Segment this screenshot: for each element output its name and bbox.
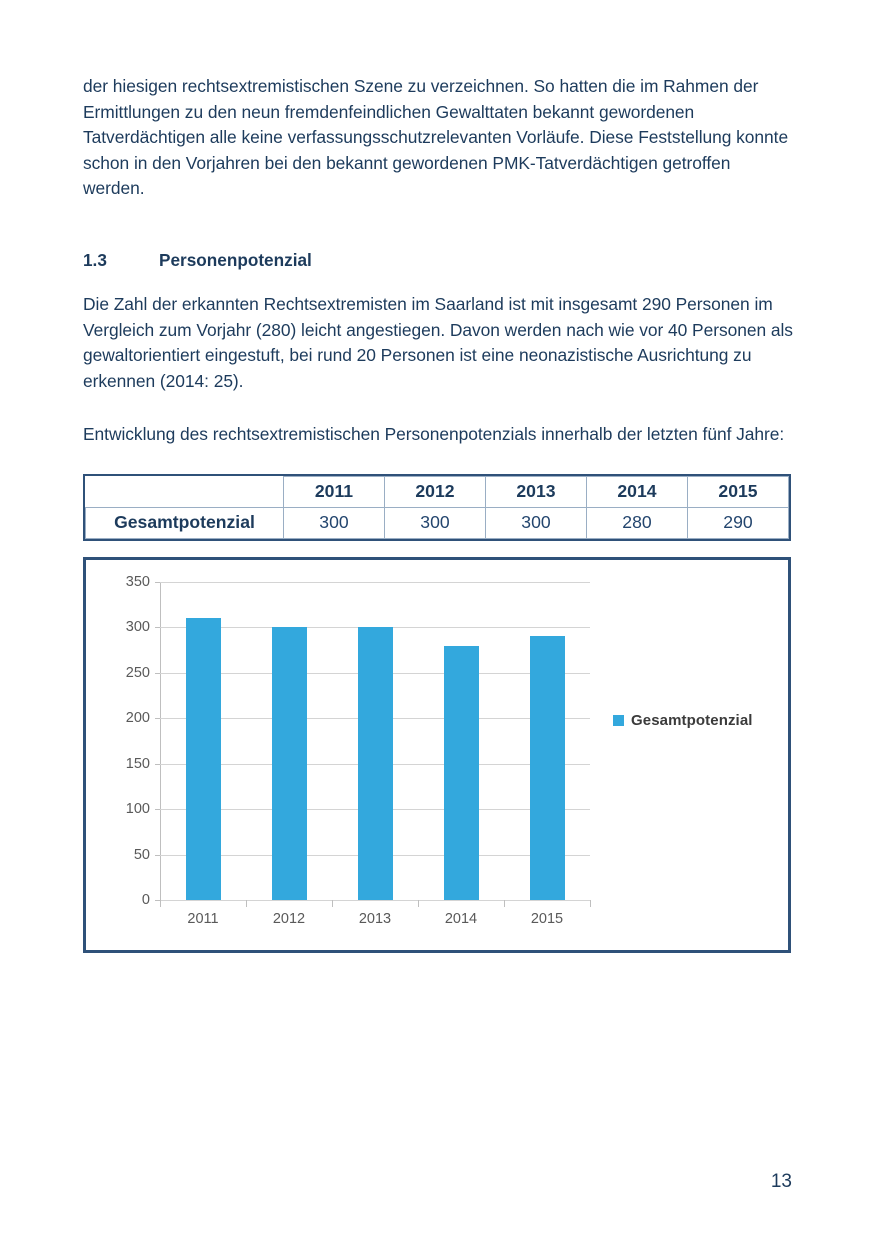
section-heading: 1.3 Personenpotenzial bbox=[83, 248, 795, 272]
y-axis-tick bbox=[155, 718, 160, 720]
table-header-row: 2011 2012 2013 2014 2015 bbox=[85, 475, 790, 508]
x-axis-tick bbox=[504, 899, 505, 907]
personenpotenzial-bar-chart: 0 50 100 150 200 250 300 350 2011 2012 2013 2014 201… bbox=[83, 556, 791, 953]
table-cell: 300 bbox=[484, 506, 587, 539]
x-axis-tick-label: 2015 bbox=[530, 910, 564, 927]
table-col-header: 2013 bbox=[484, 475, 587, 508]
spacer bbox=[83, 448, 795, 474]
body-paragraph: Die Zahl der erkannten Rechtsextremisten… bbox=[83, 293, 793, 391]
table-col-header: 2015 bbox=[686, 475, 790, 508]
table-cell: 300 bbox=[282, 506, 385, 539]
y-axis-tick-label: 100 bbox=[125, 801, 150, 818]
y-axis-tick-label: 150 bbox=[125, 755, 150, 772]
table-cell: 290 bbox=[686, 506, 790, 539]
intro-paragraph: der hiesigen rechtsextremistischen Szene… bbox=[83, 76, 789, 199]
section-title: Personenpotenzial bbox=[159, 249, 312, 270]
y-axis-tick-label: 200 bbox=[125, 710, 150, 727]
plot-area: 0 50 100 150 200 250 300 350 2011 2012 2013 2014 201… bbox=[126, 574, 591, 927]
bar-2013 bbox=[357, 627, 393, 900]
x-axis-tick bbox=[246, 899, 247, 907]
y-axis-tick bbox=[155, 627, 160, 629]
y-axis-tick-label: 350 bbox=[125, 573, 150, 590]
y-axis-tick-label: 0 bbox=[141, 891, 150, 908]
page-number: 13 bbox=[770, 1171, 792, 1192]
x-axis-tick bbox=[418, 899, 419, 907]
bar-2015 bbox=[529, 636, 565, 900]
potential-table: 2011 2012 2013 2014 2015 Gesamtpotenzial… bbox=[83, 473, 791, 541]
x-axis-tick-label: 2012 bbox=[272, 910, 306, 927]
x-axis-tick bbox=[332, 899, 333, 907]
spacer bbox=[83, 394, 795, 422]
table-col-header: 2014 bbox=[585, 475, 688, 508]
table: 2011 2012 2013 2014 2015 Gesamtpotenzial… bbox=[85, 475, 790, 539]
table-row-label: Gesamtpotenzial bbox=[85, 506, 284, 539]
y-axis-line bbox=[160, 581, 161, 900]
page-content: der hiesigen rechtsextremistischen Szene… bbox=[83, 74, 795, 953]
spacer bbox=[83, 202, 795, 248]
y-axis-tick-label: 300 bbox=[125, 619, 150, 636]
y-axis-tick bbox=[155, 763, 160, 765]
y-axis-tick bbox=[155, 809, 160, 811]
spacer bbox=[83, 272, 795, 292]
chart-inner: 0 50 100 150 200 250 300 350 2011 2012 2013 2014 201… bbox=[86, 560, 788, 950]
bar-2014 bbox=[443, 645, 479, 900]
y-axis-tick bbox=[155, 672, 160, 674]
bar-2011 bbox=[185, 618, 221, 900]
y-axis-tick bbox=[155, 899, 160, 901]
section-number: 1.3 bbox=[83, 249, 107, 270]
x-axis-tick-label: 2011 bbox=[187, 910, 219, 927]
y-axis-tick bbox=[155, 854, 160, 856]
y-gridline bbox=[160, 581, 590, 583]
x-axis-tick-label: 2014 bbox=[444, 910, 478, 927]
y-axis-tick-label: 250 bbox=[125, 664, 150, 681]
table-cell: 300 bbox=[383, 506, 486, 539]
legend-label: Gesamtpotenzial bbox=[631, 711, 753, 729]
bar-2012 bbox=[271, 627, 307, 900]
table-corner-cell bbox=[85, 476, 284, 508]
lead-in-paragraph: Entwicklung des rechtsextremistischen Pe… bbox=[83, 424, 785, 445]
y-axis-tick bbox=[155, 581, 160, 583]
table-row: Gesamtpotenzial 300 300 300 280 290 bbox=[85, 506, 790, 539]
chart-legend: Gesamtpotenzial bbox=[613, 712, 753, 729]
y-gridline bbox=[160, 899, 590, 901]
legend-swatch-icon bbox=[613, 714, 624, 726]
table-cell: 280 bbox=[585, 506, 688, 539]
y-axis-tick-label: 50 bbox=[133, 846, 150, 863]
table-col-header: 2012 bbox=[383, 475, 486, 508]
x-axis-tick bbox=[160, 899, 161, 907]
table-col-header: 2011 bbox=[282, 475, 385, 508]
x-axis-tick-label: 2013 bbox=[358, 910, 392, 927]
x-axis-tick bbox=[590, 899, 591, 907]
